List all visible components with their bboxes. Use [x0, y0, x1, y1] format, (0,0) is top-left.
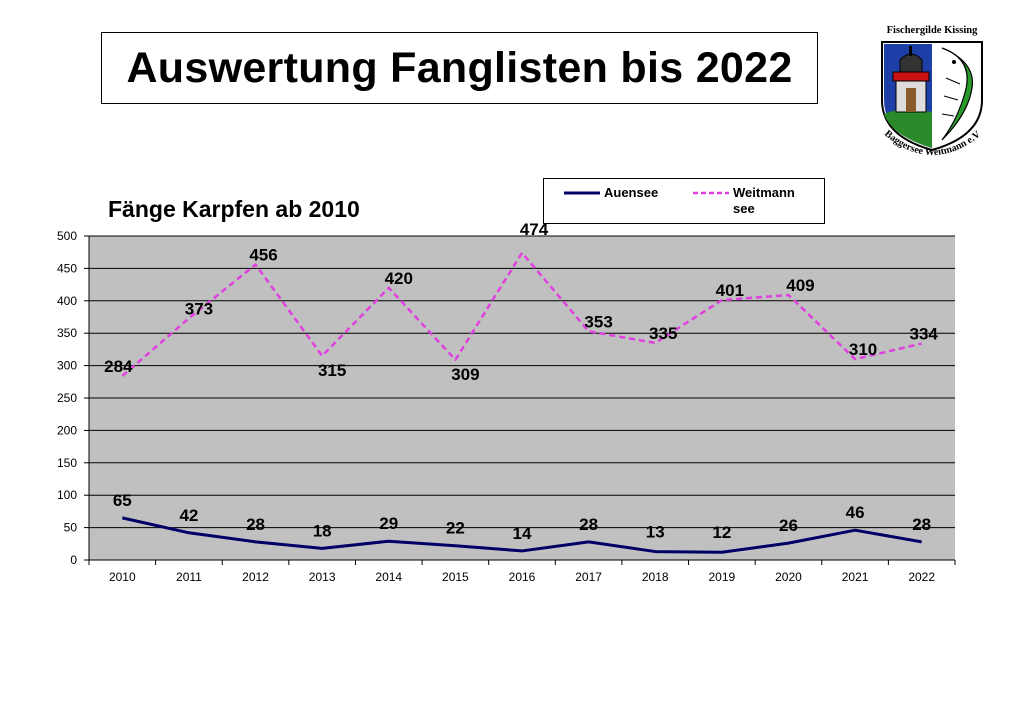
y-tick-label: 200 — [57, 423, 77, 437]
data-label-weitmannsee: 409 — [786, 276, 814, 295]
series-line-weitmannsee — [121, 251, 922, 377]
x-tick-label: 2016 — [509, 570, 536, 584]
data-label-auensee: 65 — [113, 491, 132, 510]
x-tick-label: 2022 — [908, 570, 935, 584]
data-label-auensee: 12 — [712, 523, 731, 542]
data-label-auensee: 26 — [779, 516, 798, 535]
x-tick-label: 2021 — [842, 570, 869, 584]
y-tick-label: 0 — [70, 553, 77, 567]
data-label-auensee: 13 — [646, 523, 665, 542]
y-tick-label: 150 — [57, 456, 77, 470]
y-tick-label: 450 — [57, 261, 77, 275]
x-tick-label: 2011 — [176, 570, 202, 584]
data-label-weitmannsee: 315 — [318, 361, 346, 380]
data-label-auensee: 46 — [846, 503, 865, 522]
chart-title: Fänge Karpfen ab 2010 — [108, 196, 360, 222]
data-label-weitmannsee: 474 — [520, 220, 549, 239]
page-title: Auswertung Fanglisten bis 2022 — [126, 43, 793, 92]
data-label-weitmannsee: 309 — [451, 365, 479, 384]
x-tick-label: 2010 — [109, 570, 136, 584]
data-label-weitmannsee: 401 — [716, 281, 744, 300]
chart-legend: Auensee Weitmann see — [543, 178, 825, 224]
legend-label-auensee: Auensee — [604, 185, 659, 200]
club-logo: Fischergilde Kissing Baggersee Weitmann … — [872, 18, 983, 158]
data-label-auensee: 22 — [446, 519, 465, 538]
data-label-auensee: 28 — [912, 515, 931, 534]
y-tick-label: 350 — [57, 326, 77, 340]
x-tick-label: 2019 — [708, 570, 735, 584]
data-label-weitmannsee: 420 — [385, 269, 413, 288]
data-label-weitmannsee: 310 — [849, 340, 877, 359]
y-tick-label: 50 — [64, 521, 78, 535]
data-label-auensee: 29 — [379, 514, 398, 533]
data-label-auensee: 18 — [313, 521, 332, 540]
y-tick-label: 400 — [57, 294, 77, 308]
legend-swatch-auensee — [564, 191, 600, 195]
series-line-auensee — [121, 516, 922, 554]
data-label-auensee: 14 — [513, 524, 532, 543]
data-label-auensee: 28 — [246, 515, 265, 534]
page-title-box: Auswertung Fanglisten bis 2022 — [101, 32, 818, 104]
legend-item-weitmannsee: Weitmann see — [693, 185, 823, 217]
data-label-weitmannsee: 335 — [649, 324, 677, 343]
data-label-auensee: 42 — [179, 506, 198, 525]
data-label-weitmannsee: 373 — [185, 299, 213, 318]
data-label-weitmannsee: 353 — [584, 312, 612, 331]
data-label-weitmannsee: 334 — [910, 325, 939, 344]
x-tick-label: 2014 — [375, 570, 402, 584]
svg-text:Fischergilde Kissing: Fischergilde Kissing — [887, 25, 978, 36]
x-tick-label: 2017 — [575, 570, 602, 584]
x-tick-label: 2020 — [775, 570, 802, 584]
x-tick-label: 2012 — [242, 570, 269, 584]
x-tick-label: 2013 — [309, 570, 336, 584]
x-tick-label: 2015 — [442, 570, 469, 584]
legend-swatch-weitmannsee — [693, 191, 729, 195]
data-label-weitmannsee: 456 — [249, 246, 277, 265]
y-tick-label: 500 — [57, 229, 77, 243]
y-tick-label: 100 — [57, 488, 77, 502]
data-label-weitmannsee: 284 — [104, 357, 133, 376]
data-label-auensee: 28 — [579, 515, 598, 534]
y-tick-label: 300 — [57, 359, 77, 373]
y-tick-label: 250 — [57, 391, 77, 405]
legend-label-weitmannsee: Weitmann see — [733, 185, 795, 216]
x-tick-label: 2018 — [642, 570, 669, 584]
legend-item-auensee: Auensee — [564, 185, 658, 200]
